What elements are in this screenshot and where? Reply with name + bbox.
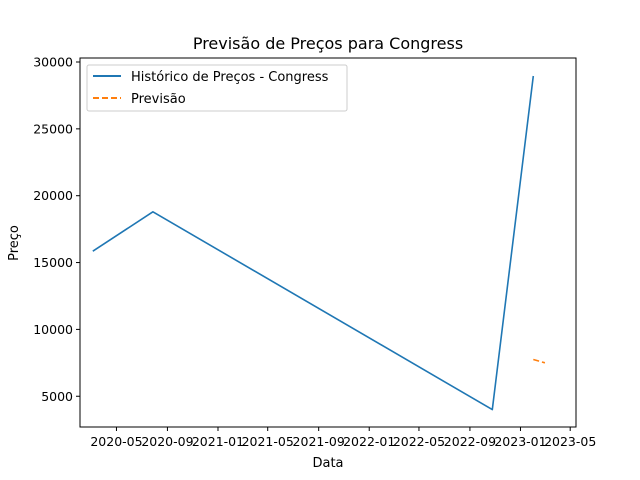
- x-axis: 2020-052020-092021-012021-052021-092022-…: [90, 427, 596, 449]
- x-tick-label: 2023-05: [544, 434, 596, 449]
- series-line-forecast: [533, 358, 546, 364]
- legend-label-forecast: Previsão: [131, 92, 186, 107]
- y-tick-label: 10000: [33, 322, 73, 337]
- x-tick-label: 2022-09: [444, 434, 496, 449]
- series-layer: [92, 75, 546, 411]
- y-tick-label: 20000: [33, 188, 73, 203]
- legend-box: [86, 64, 348, 112]
- y-axis-label: Preço: [7, 225, 22, 261]
- y-tick-label: 15000: [33, 255, 73, 270]
- x-tick-label: 2022-05: [393, 434, 445, 449]
- plot-area: [79, 57, 577, 428]
- legend-label-history: Histórico de Preços - Congress: [131, 70, 329, 85]
- y-tick-label: 30000: [33, 55, 73, 70]
- plot-frame: [79, 57, 577, 428]
- x-tick-label: 2020-05: [90, 434, 142, 449]
- x-tick-label: 2020-09: [141, 434, 193, 449]
- x-tick-label: 2021-01: [192, 434, 244, 449]
- legend: Histórico de Preços - Congress Previsão: [86, 64, 348, 112]
- y-axis: 5000 10000 15000 20000 25000 30000: [33, 55, 80, 404]
- x-tick-label: 2022-01: [343, 434, 395, 449]
- x-tick-label: 2021-05: [242, 434, 294, 449]
- y-tick-label: 5000: [41, 389, 73, 404]
- x-tick-label: 2021-09: [293, 434, 345, 449]
- x-tick-label: 2023-01: [494, 434, 546, 449]
- x-axis-label: Data: [312, 456, 343, 471]
- series-line-history: [92, 75, 535, 411]
- y-tick-label: 25000: [33, 121, 73, 136]
- chart-title: Previsão de Preços para Congress: [193, 34, 463, 53]
